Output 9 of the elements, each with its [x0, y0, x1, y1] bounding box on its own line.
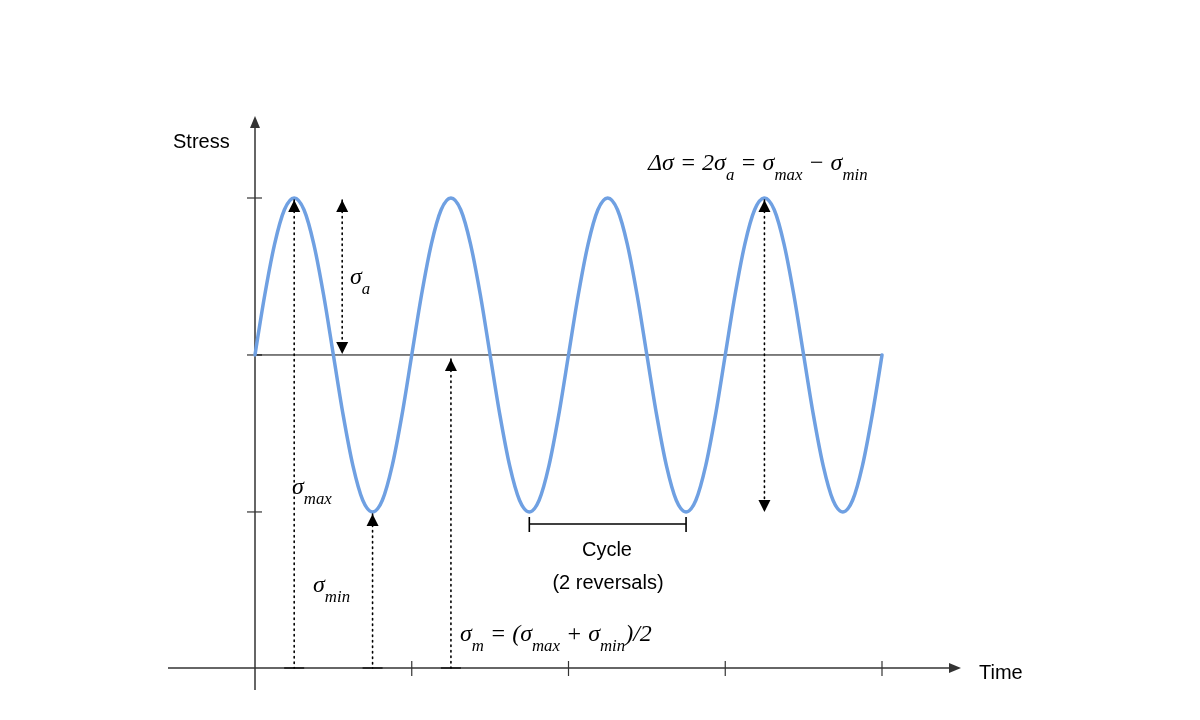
annotation: Cycle	[581, 538, 633, 560]
x-axis-title: Time	[979, 661, 1023, 683]
annotation: σ$_{a}$	[350, 263, 371, 298]
annotation: (2 reversals)	[552, 571, 664, 593]
annotation: σ$_{max}$	[292, 473, 333, 508]
annotation: σ$_{m}$ = (σ$_{max}$ + σ$_{min}$)/2	[460, 620, 652, 655]
annotation: σ$_{min}$	[313, 571, 351, 606]
text: Δσ = 2σ$_{a}$ = σ$_{max}$ − σ$_{min}$	[647, 149, 868, 184]
y-axis-title: Stress	[173, 130, 230, 152]
